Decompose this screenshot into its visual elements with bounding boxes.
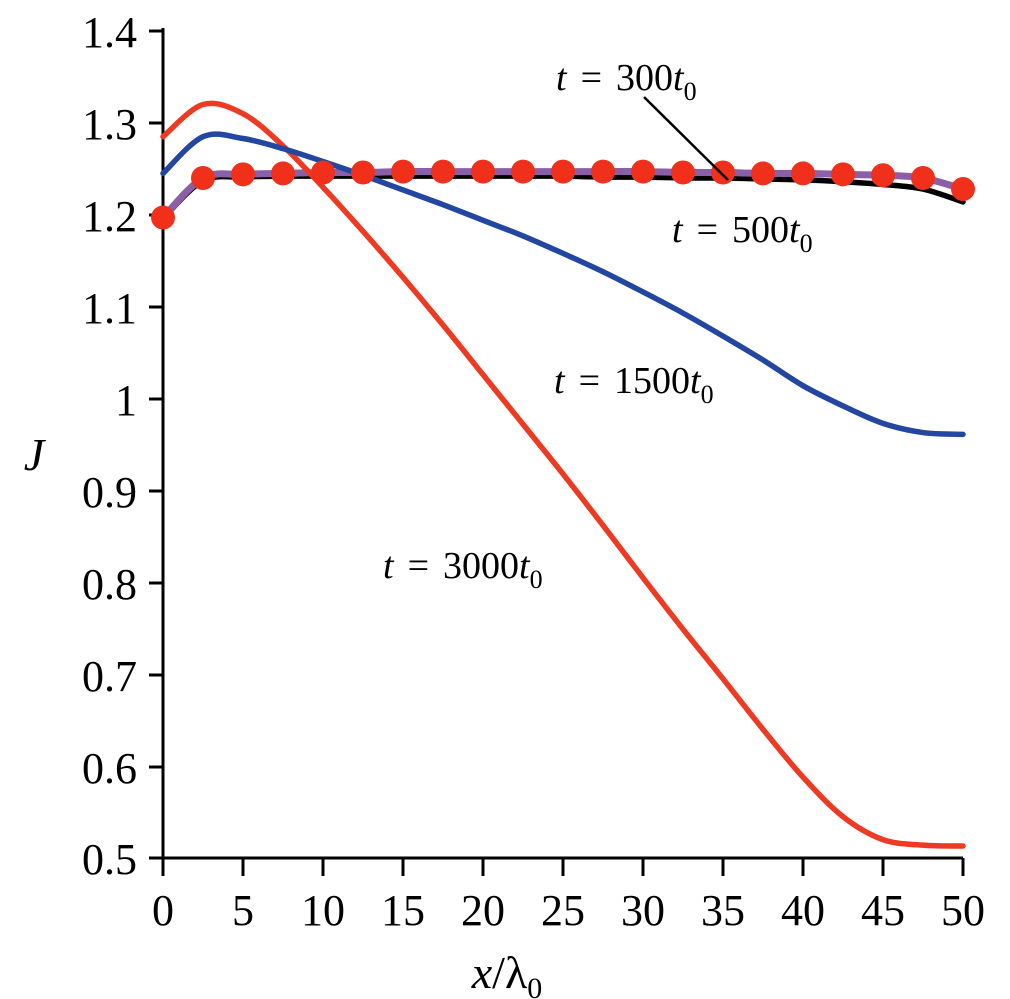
leader-line-t300 (643, 96, 729, 181)
ann-t500-t: t (672, 209, 684, 251)
ann-t300-unit: t (673, 57, 685, 99)
svg-text:x/λ0: x/λ0 (471, 947, 543, 999)
y-tick-label-1.4: 1.4 (82, 8, 137, 57)
data-marker (831, 162, 855, 187)
x-tick-label-40: 40 (781, 886, 825, 935)
ann-t3000-unit: t (519, 545, 531, 587)
x-axis-title-slash: / (492, 947, 505, 998)
ann-t500-unit: t (789, 209, 801, 251)
curve-t-3000t- (160, 100, 966, 849)
annotation-t300: t = 300t0 (556, 57, 697, 106)
y-tick-label-0.5: 0.5 (82, 835, 137, 884)
data-marker (751, 161, 775, 186)
ann-t300-val: 300 (616, 57, 673, 99)
data-marker (711, 160, 735, 185)
data-marker (551, 159, 575, 184)
data-curves-group (159, 100, 967, 849)
ann-t300-eq: = (581, 57, 602, 99)
ann-t1500-unit: t (690, 360, 702, 402)
data-markers-group (151, 159, 975, 230)
data-marker (191, 166, 215, 191)
ann-t1500-val: 1500 (614, 360, 690, 402)
y-tick-label-0.8: 0.8 (82, 560, 137, 609)
x-axis-title-x: x (471, 947, 493, 998)
x-tick-label-25: 25 (541, 886, 585, 935)
x-axis-title: x/λ0 (471, 947, 543, 999)
y-axis-title: J (24, 429, 47, 480)
ann-t500-eq: = (697, 209, 718, 251)
data-marker (671, 160, 695, 185)
data-marker (511, 159, 535, 184)
y-tick-label-1.3: 1.3 (82, 100, 137, 149)
svg-text:t=1500t0: t = 1500t0 (554, 360, 714, 409)
ann-t3000-val: 3000 (443, 545, 519, 587)
x-tick-label-10: 10 (301, 886, 345, 935)
x-tick-label-35: 35 (701, 886, 745, 935)
x-tick-marks (161, 858, 965, 876)
y-tick-label-0.9: 0.9 (82, 468, 137, 517)
data-marker (791, 161, 815, 186)
svg-text:t=3000t0: t = 3000t0 (383, 545, 543, 594)
ann-t1500-eq: = (579, 360, 600, 402)
data-marker (311, 160, 335, 185)
y-tick-labels: 1.4 1.3 1.2 1.1 1 0.9 0.8 0.7 0.6 0.5 (82, 8, 137, 884)
x-tick-label-15: 15 (381, 886, 425, 935)
data-marker (391, 159, 415, 184)
data-marker (951, 177, 975, 202)
x-tick-label-0: 0 (152, 886, 174, 935)
y-tick-label-1.2: 1.2 (82, 192, 137, 241)
data-marker (471, 159, 495, 184)
ann-t3000-sub: 0 (530, 565, 543, 594)
ann-t500-val: 500 (732, 209, 789, 251)
data-marker (911, 166, 935, 191)
data-marker (271, 161, 295, 186)
x-tick-labels: 0 5 10 15 20 25 30 35 40 45 50 (152, 886, 985, 935)
svg-text:t=500t0: t = 500t0 (672, 209, 813, 258)
ann-t500-sub: 0 (800, 229, 813, 258)
svg-text:t=300t0: t = 300t0 (556, 57, 697, 106)
x-axis-title-sub: 0 (527, 972, 542, 999)
x-tick-label-30: 30 (621, 886, 665, 935)
ann-t3000-t: t (383, 545, 395, 587)
y-tick-label-1.1: 1.1 (82, 284, 137, 333)
data-marker (871, 163, 895, 188)
ann-t1500-sub: 0 (701, 380, 714, 409)
curve-t-1500t- (160, 131, 966, 438)
data-marker (631, 159, 655, 184)
x-axis-title-lambda: λ (505, 947, 528, 998)
annotation-t500: t = 500t0 (672, 209, 813, 258)
x-tick-label-20: 20 (461, 886, 505, 935)
x-tick-label-5: 5 (232, 886, 254, 935)
ann-t300-sub: 0 (684, 77, 697, 106)
annotation-t1500: t = 1500t0 (554, 360, 714, 409)
ann-t1500-t: t (554, 360, 566, 402)
ann-t3000-eq: = (408, 545, 429, 587)
ann-t300-t: t (556, 57, 568, 99)
data-marker (431, 159, 455, 184)
x-tick-label-50: 50 (941, 886, 985, 935)
data-marker (151, 205, 175, 230)
axes-group (160, 28, 963, 875)
data-marker (231, 162, 255, 187)
annotation-t3000: t = 3000t0 (383, 545, 543, 594)
y-tick-label-1: 1 (115, 376, 137, 425)
data-marker (351, 160, 375, 185)
y-tick-marks (149, 29, 163, 860)
y-tick-label-0.6: 0.6 (82, 744, 137, 793)
data-marker (591, 159, 615, 184)
x-tick-label-45: 45 (861, 886, 905, 935)
y-tick-label-0.7: 0.7 (82, 652, 137, 701)
